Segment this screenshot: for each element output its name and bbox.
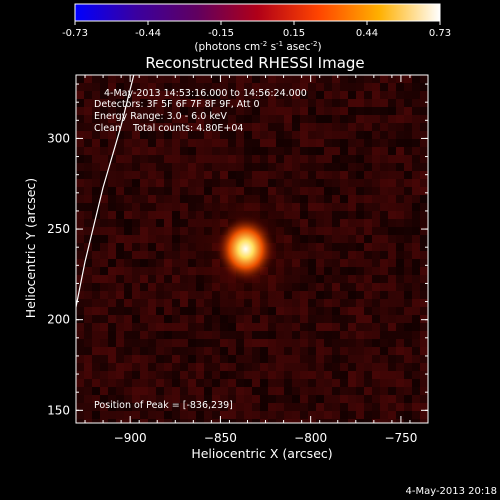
colorbar-tick-label: -0.73 [62,28,88,39]
colorbar-tick-label: -0.44 [135,28,161,39]
colorbar-unit-label: (photons cm-2 s-1 asec-2) [194,40,321,53]
time-range-text: 4-May-2013 14:53:16.000 to 14:56:24.000 [104,88,307,99]
energy-range-text: Energy Range: 3.0 - 6.0 keV [94,111,227,122]
x-tick-label: −750 [384,431,417,445]
chart-title: Reconstructed RHESSI Image [145,54,364,72]
colorbar-ticks [74,21,441,25]
y-tick-label: 200 [47,313,70,327]
detectors-text: Detectors: 3F 5F 6F 7F 8F 9F, Att 0 [94,99,260,110]
y-axis: 150 200 250 300 [47,83,428,417]
x-tick-label: −800 [294,431,327,445]
timestamp: 4-May-2013 20:18 [405,486,497,497]
plot-frame [75,74,429,424]
colorbar-tick-label: 0.73 [429,28,451,39]
y-tick-label: 250 [47,222,70,236]
colorbar-tick-label: 0.44 [356,28,378,39]
total-counts-text: Clean Total counts: 4.80E+04 [94,123,243,134]
x-axis-label: Heliocentric X (arcsec) [191,446,332,461]
colorbar-tick-labels: -0.73 -0.44 -0.15 0.15 0.44 0.73 [62,28,451,39]
x-tick-label: −900 [114,431,147,445]
colorbar-tick-label: -0.15 [208,28,234,39]
x-axis: −900 −850 −800 −750 [84,75,417,445]
colorbar [74,3,441,22]
y-tick-label: 300 [47,131,70,145]
flare-source [215,215,276,283]
y-tick-label: 150 [47,403,70,417]
y-axis-label: Heliocentric Y (arcsec) [23,178,38,318]
x-tick-label: −850 [204,431,237,445]
peak-position-text: Position of Peak = [-836,239] [94,400,233,411]
solar-limb [76,75,135,308]
colorbar-tick-label: 0.15 [283,28,305,39]
